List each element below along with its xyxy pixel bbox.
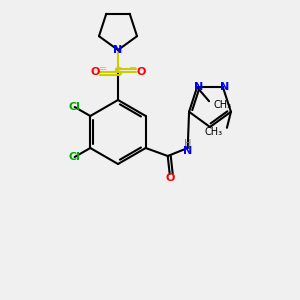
Text: =: = [99, 64, 107, 74]
Text: N: N [194, 82, 204, 92]
Text: =: = [129, 64, 137, 74]
Text: Cl: Cl [69, 152, 81, 162]
Text: S: S [113, 65, 122, 79]
Text: H: H [184, 139, 191, 149]
Text: N: N [113, 45, 123, 55]
Text: N: N [183, 146, 192, 156]
Text: O: O [165, 173, 174, 183]
Text: Cl: Cl [69, 102, 81, 112]
Text: CH₃: CH₃ [213, 100, 231, 110]
Text: O: O [136, 67, 146, 77]
Text: CH₃: CH₃ [205, 127, 223, 137]
Text: O: O [90, 67, 100, 77]
Text: N: N [220, 82, 230, 92]
